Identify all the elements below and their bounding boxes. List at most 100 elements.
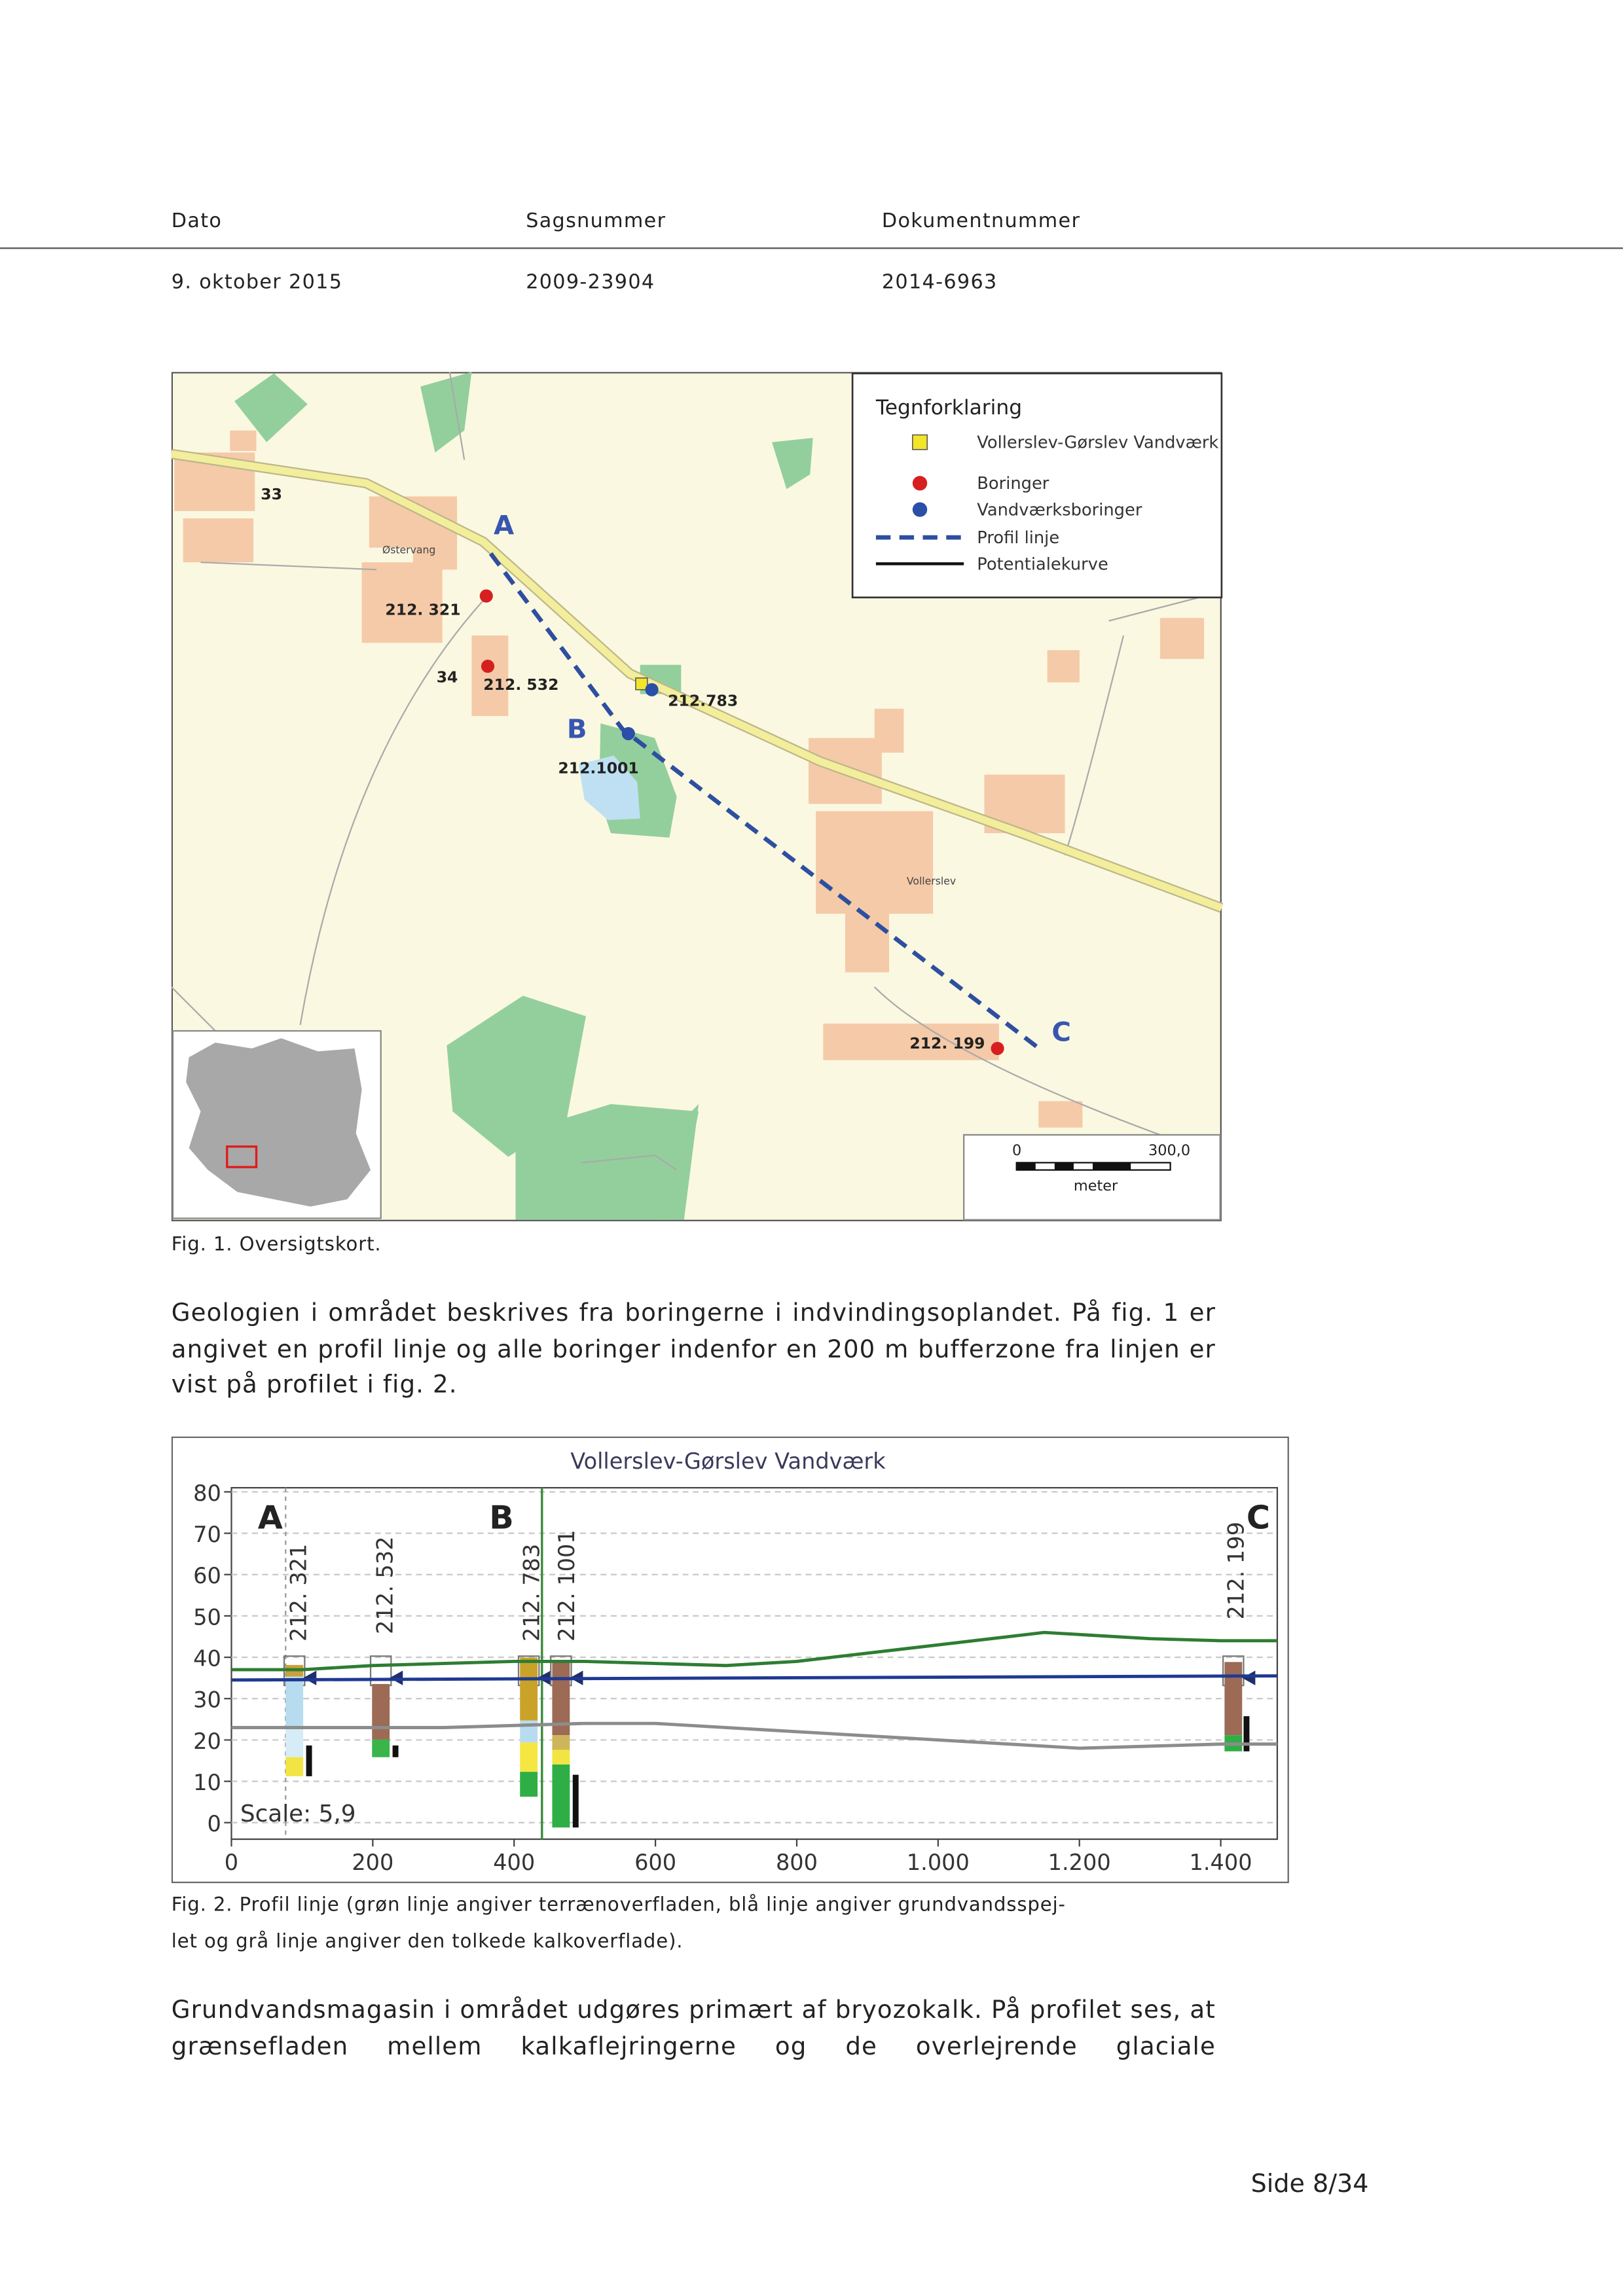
boring-label: 212. 1001 <box>554 1530 579 1641</box>
map: A B C 212. 321 212. 532 212.783 212.1001… <box>171 372 1224 1221</box>
y-tick-label: 20 <box>193 1729 221 1754</box>
boring-point <box>479 589 493 603</box>
x-tick-label: 1.400 <box>1190 1850 1252 1875</box>
profile-marker: A <box>258 1499 283 1537</box>
profile-point-label: C <box>1051 1018 1071 1048</box>
water-level-marker <box>1242 1670 1256 1685</box>
scale-label: 300,0 <box>1148 1142 1190 1159</box>
y-tick-label: 60 <box>193 1563 221 1588</box>
boring-label: 212. 321 <box>286 1544 312 1641</box>
place-label: Østervang <box>382 544 435 556</box>
boring-label: 212. 783 <box>519 1544 544 1641</box>
boring-layer <box>520 1657 538 1721</box>
y-tick-label: 0 <box>207 1811 221 1837</box>
header-label: Dato <box>171 209 223 233</box>
scale-label: Scale: 5,9 <box>240 1801 356 1827</box>
profile-point-label: B <box>567 715 587 745</box>
boring-bar <box>1243 1716 1250 1751</box>
profile-chart: Vollerslev-Gørslev Vandværk 0 10 20 30 40 50 6… <box>171 1436 1289 1884</box>
profile-marker: B <box>489 1499 514 1537</box>
header-value: 9. oktober 2015 <box>171 270 343 295</box>
profile-marker: C <box>1247 1499 1270 1537</box>
boring-layer <box>372 1683 390 1740</box>
boring-layer <box>285 1757 304 1776</box>
boring-point <box>991 1041 1004 1055</box>
figure-caption: Fig. 2. Profil linje (grøn linje angiver… <box>171 1895 1066 1917</box>
chart-title: Vollerslev-Gørslev Vandværk <box>570 1448 886 1474</box>
legend-title: Tegnforklaring <box>875 396 1022 420</box>
profile-line <box>231 1630 1277 1672</box>
x-tick-label: 1.000 <box>907 1850 970 1875</box>
profile-line <box>231 1721 1277 1750</box>
boring-label: 212. 532 <box>373 1536 398 1634</box>
y-tick-label: 10 <box>193 1770 221 1795</box>
boring-layer <box>520 1772 538 1797</box>
header-label: Dokumentnummer <box>881 209 1081 233</box>
legend-item: Vandværksboringer <box>977 501 1142 520</box>
boring-layer <box>520 1742 538 1772</box>
place-label: 34 <box>437 668 458 687</box>
boring-label: 212.1001 <box>558 759 638 777</box>
boring-layer <box>372 1739 390 1757</box>
main-road <box>171 450 1223 912</box>
x-tick-label: 800 <box>776 1850 818 1875</box>
boring-bar <box>572 1774 579 1828</box>
boring-bar <box>306 1745 312 1776</box>
profile-line <box>488 552 1044 1054</box>
y-tick-label: 30 <box>193 1687 221 1713</box>
figure-caption: Fig. 1. Oversigtskort. <box>171 1234 382 1257</box>
inset-map <box>172 1030 382 1219</box>
boring-layer <box>552 1749 570 1765</box>
header-value: 2009-23904 <box>526 270 655 295</box>
y-tick-label: 70 <box>193 1522 221 1547</box>
y-tick-label: 40 <box>193 1646 221 1672</box>
minor-roads <box>171 372 1222 1171</box>
y-tick-label: 80 <box>193 1480 221 1506</box>
header-rule <box>0 247 1623 249</box>
legend-item: Profil linje <box>977 528 1059 548</box>
town-areas <box>174 430 1205 1128</box>
boring-layer <box>552 1735 570 1750</box>
boring-label: 212. 321 <box>385 601 460 619</box>
profile-point-label: A <box>494 511 514 541</box>
boring-layer <box>285 1676 304 1729</box>
x-tick-label: 0 <box>225 1850 238 1875</box>
y-tick-label: 50 <box>193 1604 221 1630</box>
legend-item: Vollerslev-Gørslev Vandværk <box>977 433 1218 453</box>
waterworks-boring-point <box>621 726 635 740</box>
boring-bar <box>392 1745 399 1757</box>
boring-layer <box>1224 1662 1243 1736</box>
boring-layer <box>285 1728 304 1757</box>
scale-label: 0 <box>1012 1142 1021 1159</box>
legend-item: Boringer <box>977 474 1049 493</box>
waterworks <box>635 677 648 691</box>
x-tick-label: 200 <box>352 1850 393 1875</box>
boring-point <box>481 659 495 673</box>
paragraph: Grundvandsmagasin i området udgøres prim… <box>171 1996 1216 2060</box>
scale-unit: meter <box>1074 1177 1118 1194</box>
lake <box>578 755 640 820</box>
header-label: Sagsnummer <box>526 209 666 233</box>
profile-line <box>231 1674 1277 1682</box>
page-number: Side 8/34 <box>1250 2170 1369 2200</box>
green-areas <box>234 372 892 1220</box>
figure-caption: let og grå linje angiver den tolkede kal… <box>171 1931 684 1954</box>
legend: Tegnforklaring Vollerslev-Gørslev Vandvæ… <box>851 372 1223 599</box>
paragraph: Geologien i området beskrives fra boring… <box>171 1299 1216 1399</box>
water-level-marker <box>303 1670 317 1685</box>
scale-bar: 0 300,0 meter <box>963 1134 1221 1221</box>
boring-label: 212. 199 <box>909 1034 985 1052</box>
boring-label: 212. 199 <box>1223 1522 1249 1619</box>
header-value: 2014-6963 <box>881 270 998 295</box>
waterworks-boring-point <box>645 683 659 696</box>
x-tick-label: 600 <box>634 1850 676 1875</box>
boring-label: 212. 532 <box>483 675 558 694</box>
x-tick-label: 1.200 <box>1048 1850 1111 1875</box>
place-label: Vollerslev <box>907 874 956 887</box>
boring-label: 212.783 <box>668 691 738 709</box>
place-label: 33 <box>261 485 282 503</box>
legend-item: Potentialekurve <box>977 554 1108 574</box>
x-tick-label: 400 <box>493 1850 535 1875</box>
boring-layer <box>552 1764 570 1828</box>
